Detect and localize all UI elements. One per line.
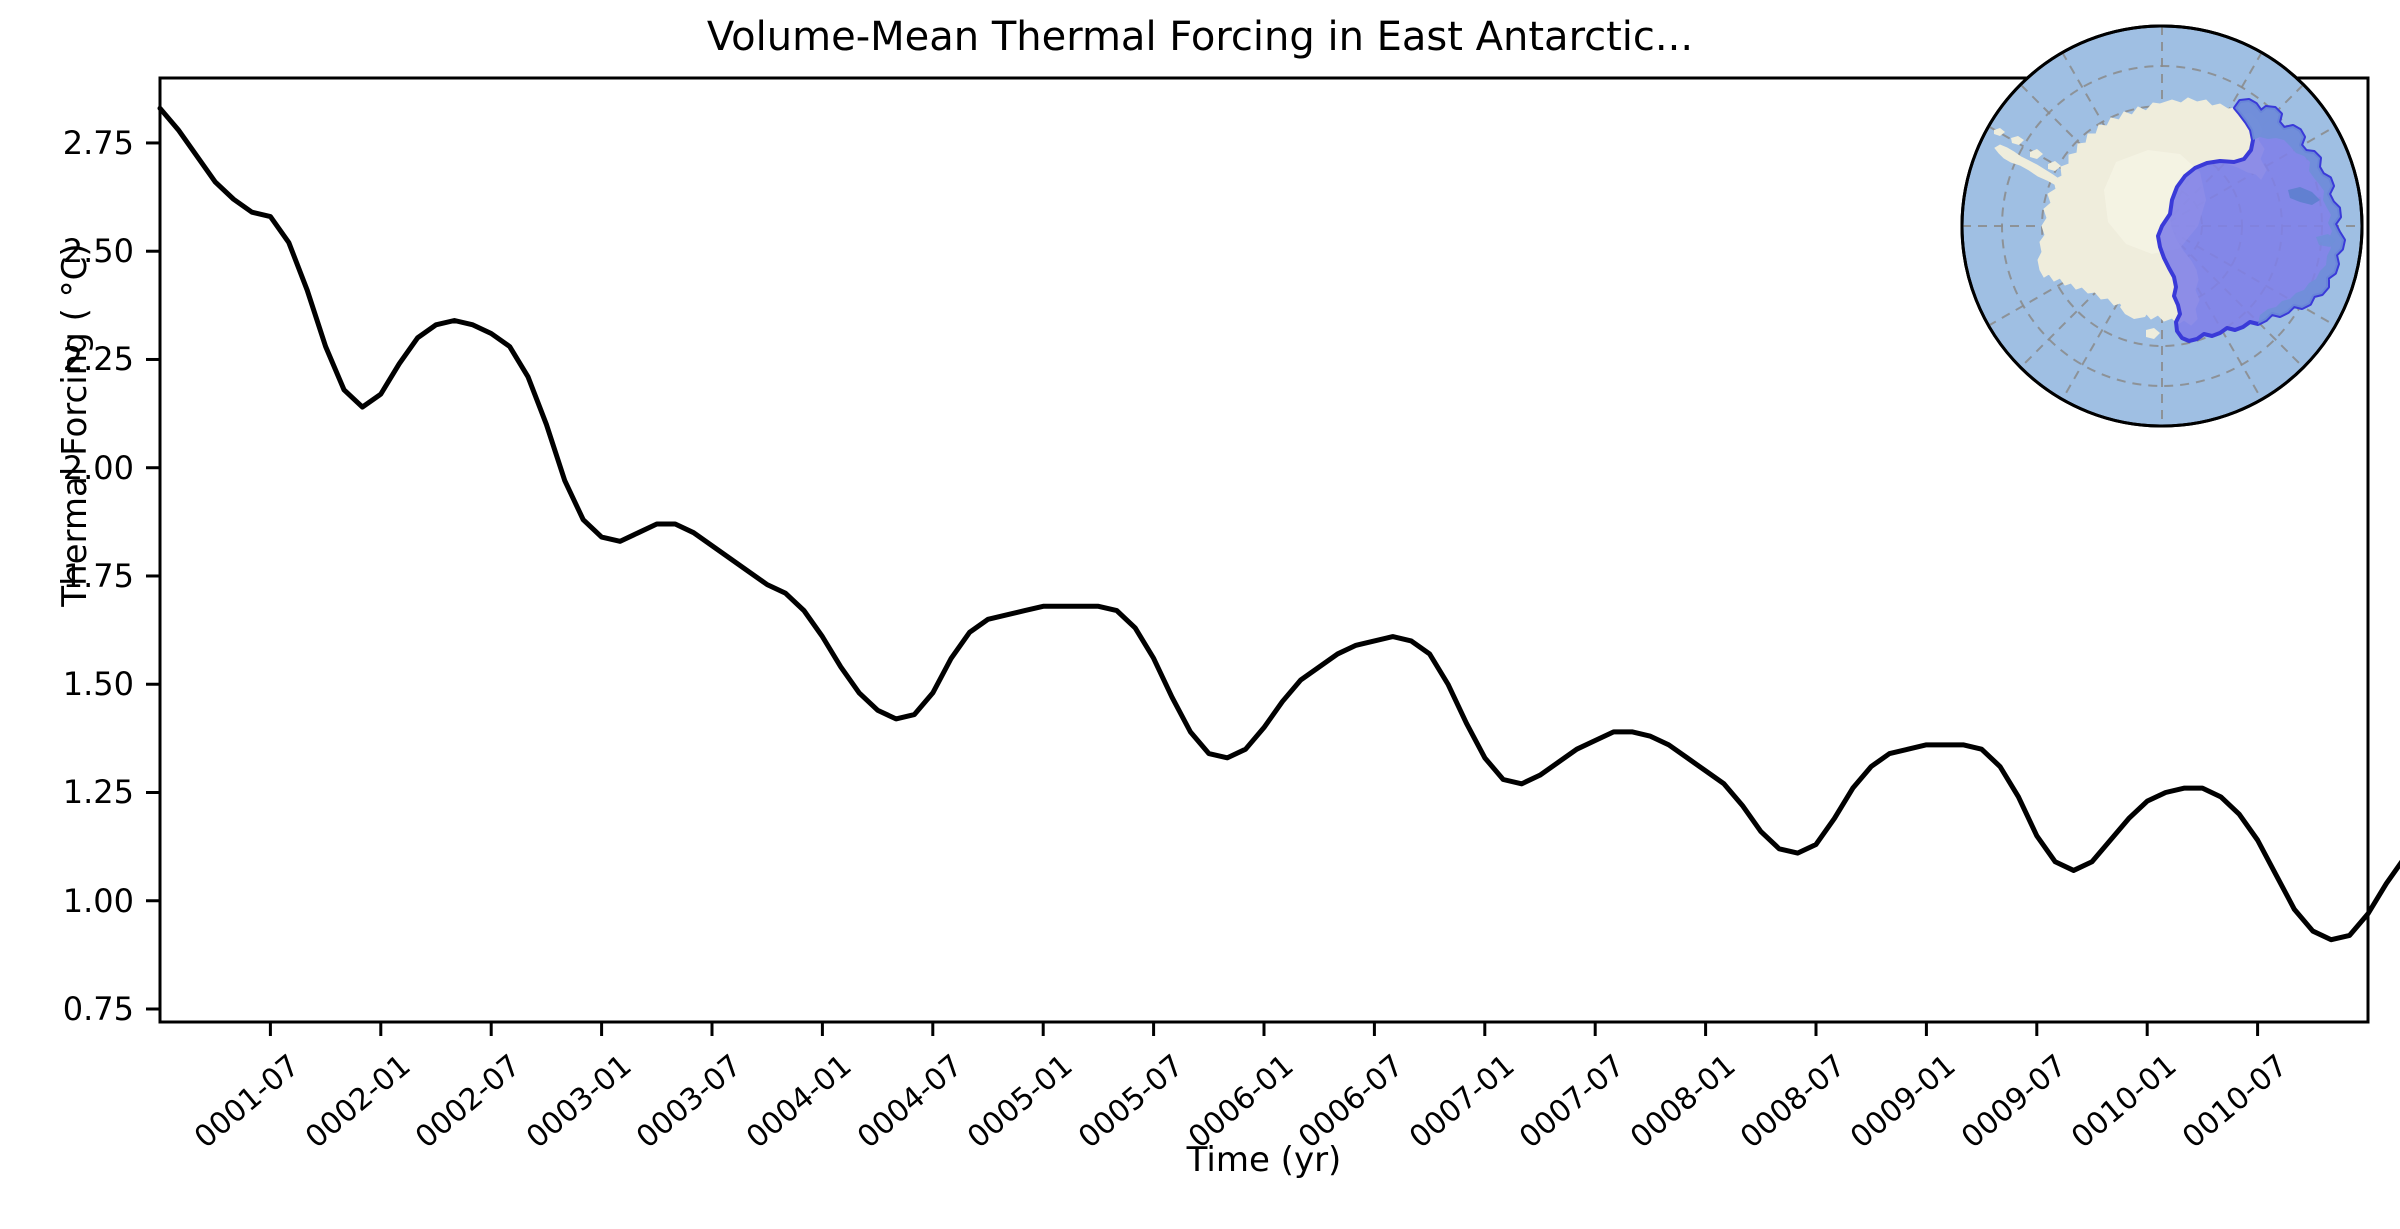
y-tick-label: 2.00 <box>62 448 134 487</box>
antarctic-peninsula <box>1994 144 2061 186</box>
amery-inlet <box>2288 187 2320 205</box>
southern-islands <box>2090 266 2160 339</box>
y-tick-label: 1.50 <box>62 665 134 704</box>
globe-outline <box>1960 24 2364 428</box>
antarctica-inset-map <box>1960 24 2364 428</box>
chart-figure: Volume-Mean Thermal Forcing in East Anta… <box>55 14 2400 1180</box>
x-tick-marks <box>268 1022 2260 1036</box>
y-tick-marks <box>146 141 160 1011</box>
y-tick-label: 1.00 <box>62 881 134 920</box>
y-tick-label: 2.25 <box>62 340 134 379</box>
peninsula-islands <box>1994 128 2061 171</box>
page-title: Volume-Mean Thermal Forcing in East Anta… <box>706 14 1694 60</box>
plot-area <box>146 76 2400 1036</box>
y-tick-label: 1.25 <box>62 773 134 812</box>
y-tick-label: 2.75 <box>62 123 134 162</box>
shackleton-inlet <box>2316 234 2336 247</box>
x-axis-label: Time (yr) <box>1186 1140 1342 1180</box>
inset-contents <box>1962 26 2362 426</box>
y-tick-label: 2.50 <box>62 232 134 271</box>
y-tick-label: 0.75 <box>62 990 134 1028</box>
thermal-forcing-series <box>157 105 2400 943</box>
coastal-shelf-band <box>2235 100 2344 324</box>
y-tick-label: 1.75 <box>62 556 134 595</box>
